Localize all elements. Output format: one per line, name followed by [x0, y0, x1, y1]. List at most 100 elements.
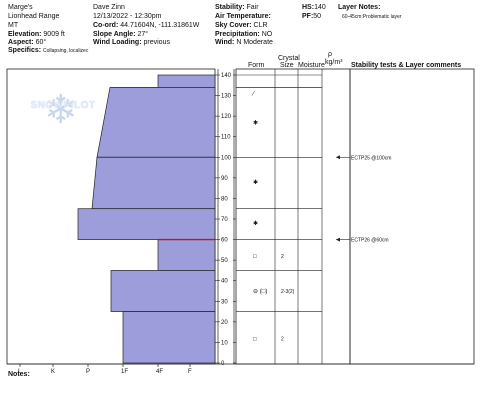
wind-loading-value: previous — [143, 39, 170, 46]
crystal-size: 2 — [281, 254, 284, 260]
precipitation: Precipitation: NO — [215, 31, 272, 39]
rho-header: ρ — [328, 51, 332, 58]
pf-value: 50 — [313, 13, 322, 20]
depth-label: 40 — [221, 279, 228, 285]
depth-label: 60 — [221, 238, 228, 244]
snow-layer — [96, 86, 216, 158]
aspect-label: Aspect: — [8, 39, 34, 46]
wind-label: Wind: — [215, 39, 235, 46]
aspect-value: 60° — [35, 39, 47, 46]
stability-label: Stability: — [215, 4, 245, 11]
elevation-label: Elevation: — [8, 31, 42, 38]
sky-cover: Sky Cover: CLR — [215, 22, 268, 30]
elevation: Elevation: 9009 ft — [8, 31, 65, 39]
snow-layer — [122, 311, 216, 364]
crystal-form-icon: ⊖ (□) — [253, 289, 267, 295]
precip-value: NO — [261, 31, 273, 38]
crystal-form-icon: ✱ — [253, 179, 258, 186]
hardness-label-f: F — [188, 369, 192, 375]
layer-note: 60-45cm:Problematic layer — [342, 14, 402, 20]
crystal-form-icon: □ — [253, 336, 257, 342]
depth-label: 110 — [221, 135, 231, 141]
stability-header: Stability tests & Layer comments — [351, 62, 462, 69]
crystal-size: 2-3(2) — [281, 289, 295, 295]
depth-label: 140 — [221, 73, 232, 79]
snow-height: HS:140 — [302, 4, 326, 12]
snow-layer — [110, 270, 216, 312]
foot-penetration: PF:50 — [302, 13, 321, 21]
form-header: Form — [248, 62, 265, 69]
pf-label: PF: — [302, 13, 314, 20]
range-name: Lionhead Range — [8, 13, 60, 20]
stability-value: Fair — [246, 4, 259, 11]
snowflake-icon: ❄ — [44, 88, 78, 132]
specifics-label: Specifics: — [8, 47, 42, 54]
depth-label: 10 — [221, 340, 228, 346]
arrow-icon — [336, 155, 340, 160]
crystal-form-icon: ✱ — [253, 220, 258, 227]
hardness-label-i: I — [18, 369, 20, 375]
snow-layer — [157, 239, 216, 271]
hardness-label-1f: 1F — [121, 369, 128, 375]
snow-layer — [91, 156, 216, 210]
crystal-header: Crystal — [278, 55, 300, 62]
stability-column-frame — [349, 68, 475, 365]
depth-label: 100 — [221, 155, 232, 161]
sky-value: CLR — [253, 22, 268, 29]
date-time: 12/13/2022 - 12:30pm — [93, 13, 162, 20]
aspect: Aspect: 60° — [8, 39, 46, 47]
depth-label: 50 — [221, 258, 228, 264]
notes-label: Notes: — [8, 371, 30, 378]
depth-label: 90 — [221, 176, 228, 182]
sky-label: Sky Cover: — [215, 22, 252, 29]
hardness-label-p: P — [86, 369, 90, 375]
wind-loading: Wind Loading: previous — [93, 39, 170, 47]
state-name: MT — [8, 22, 19, 29]
crystal-size: 2 — [281, 336, 284, 342]
depth-label: 70 — [221, 217, 228, 223]
wind: Wind: N Moderate — [215, 39, 273, 47]
air-temperature: Air Temperature: — [215, 13, 271, 21]
coord-label: Co-ord: — [93, 22, 119, 29]
moisture-header: Moisture — [298, 62, 325, 69]
hs-label: HS: — [302, 4, 315, 11]
coordinates: Co-ord: 44.71604N, -111.31861W — [93, 22, 199, 30]
coord-value: 44.71604N, -111.31861W — [120, 22, 200, 29]
stability-test-label: ECTP25 @100cm — [351, 155, 391, 161]
hardness-label-k: K — [51, 369, 55, 375]
stability: Stability: Fair — [215, 4, 259, 12]
snowpilot-logo: ❄ SNOWPILOT — [18, 88, 108, 136]
elevation-value: 9009 ft — [43, 31, 65, 38]
snow-layer — [77, 208, 216, 240]
air-temp-label: Air Temperature: — [215, 13, 271, 20]
logo-text: SNOWPILOT — [30, 100, 96, 111]
location-name: Marge's — [8, 4, 33, 11]
depth-label: 80 — [221, 196, 228, 202]
slope-value: 27° — [137, 31, 149, 38]
precip-label: Precipitation: — [215, 31, 260, 38]
wind-loading-label: Wind Loading: — [93, 39, 142, 46]
snow-layer — [157, 74, 216, 88]
hs-value: 140 — [314, 4, 326, 11]
crystal-form-icon: ⁄ — [251, 92, 255, 98]
stability-test-label: ECTP26 @60cm — [351, 238, 389, 244]
wind-value: N Moderate — [236, 39, 273, 46]
slope-label: Slope Angle: — [93, 31, 136, 38]
hardness-label-4f: 4F — [156, 369, 163, 375]
crystal-form-icon: ✱ — [253, 119, 258, 126]
layer-notes-label: Layer Notes: — [338, 4, 381, 11]
arrow-icon — [336, 237, 340, 242]
depth-label: 120 — [221, 114, 232, 120]
crystal-table-frame — [235, 68, 351, 365]
crystal-form-icon: □ — [253, 254, 257, 260]
size-header: Size — [280, 62, 294, 69]
depth-label: 30 — [221, 299, 228, 305]
specifics: Specifics: Collapsing, localizec — [8, 47, 88, 55]
density-unit-header: kg/m³ — [325, 59, 343, 66]
slope-angle: Slope Angle: 27° — [93, 31, 148, 39]
specifics-value: Collapsing, localizec — [43, 48, 89, 54]
depth-label: 130 — [221, 94, 232, 100]
observer-name: Dave Zinn — [93, 4, 125, 11]
depth-label: 20 — [221, 320, 228, 326]
